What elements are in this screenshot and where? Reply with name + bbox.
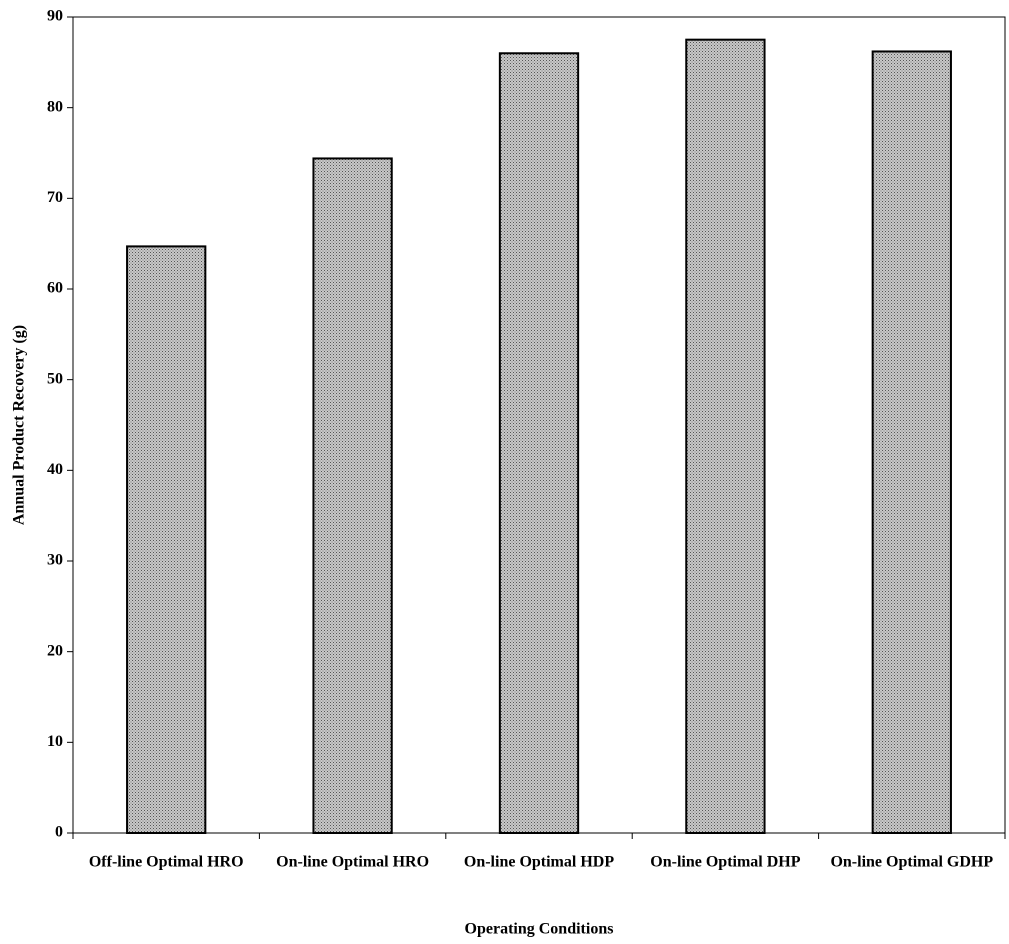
bar xyxy=(871,50,952,835)
y-tick-label: 10 xyxy=(47,733,63,750)
y-tick-label: 50 xyxy=(47,370,63,387)
x-axis-label: Operating Conditions xyxy=(465,921,614,938)
x-tick-label: On-line Optimal GDHP xyxy=(830,854,993,871)
y-tick-label: 70 xyxy=(47,189,63,206)
y-axis-label: Annual Product Recovery (g) xyxy=(11,325,28,525)
y-tick-label: 90 xyxy=(47,8,63,25)
x-tick-label: On-line Optimal HRO xyxy=(276,854,429,871)
y-tick-label: 30 xyxy=(47,552,63,569)
y-tick-label: 80 xyxy=(47,98,63,115)
bar xyxy=(685,38,766,834)
y-tick-label: 20 xyxy=(47,642,63,659)
bar xyxy=(498,52,580,835)
bar xyxy=(312,157,393,834)
y-tick-label: 40 xyxy=(47,461,63,478)
bar xyxy=(126,245,207,835)
x-tick-label: On-line Optimal HDP xyxy=(464,854,614,871)
y-tick-label: 0 xyxy=(55,824,63,841)
y-tick-label: 60 xyxy=(47,280,63,297)
x-tick-label: On-line Optimal DHP xyxy=(650,854,800,871)
x-tick-label: Off-line Optimal HRO xyxy=(89,854,244,871)
